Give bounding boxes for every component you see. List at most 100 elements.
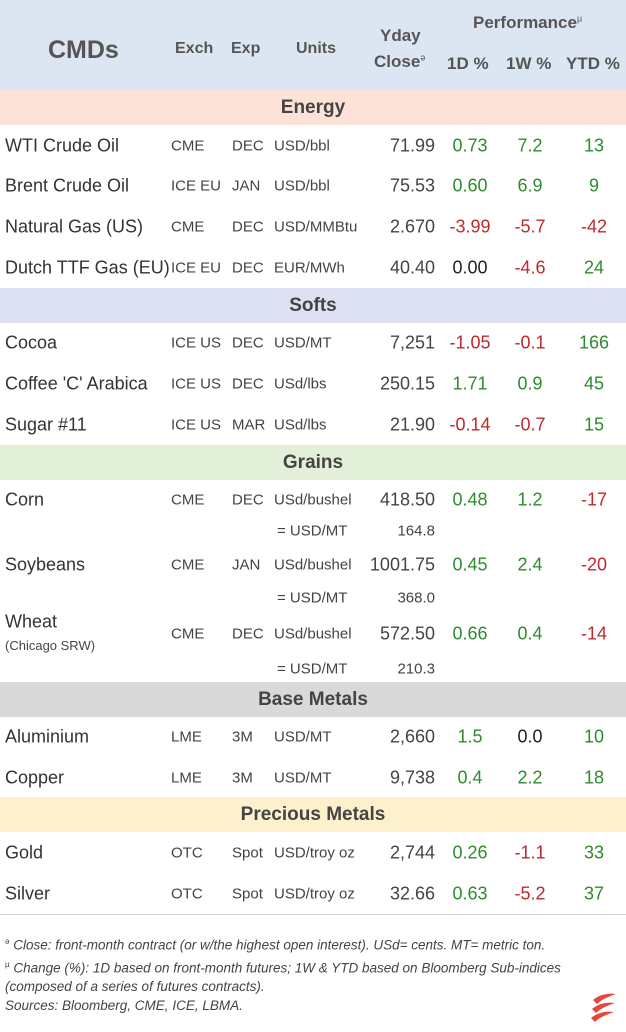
exchange-cell: ICE EU — [171, 259, 222, 276]
change-ytd-cell: -17 — [580, 489, 607, 510]
yday-close-cell: 418.50 — [379, 489, 435, 510]
close-footnote: ə Close: front-month contract (or w/the … — [5, 932, 617, 955]
units-cell: USD/MMBtu — [274, 218, 358, 235]
change-1d-cell: 0.60 — [452, 175, 488, 195]
change-note-text: Change (%): 1D based on front-month futu… — [5, 960, 561, 994]
performance-label: Performance — [473, 13, 577, 32]
exchange-cell: OTC — [171, 885, 203, 902]
converted-units: = USD/MT — [277, 660, 348, 678]
change-1d-cell: 0.00 — [452, 257, 488, 277]
table-row: Brent Crude Oil ICE EU JAN USD/bbl 75.53 0.60… — [0, 165, 626, 206]
units-cell: USD/troy oz — [274, 844, 355, 861]
table-row: Copper LME 3M USD/MT 9,738 0.4 2.2 18 — [0, 757, 626, 798]
units-cell: USd/bushel — [274, 625, 352, 643]
exchange-cell: CME — [171, 556, 205, 574]
table-row: Gold OTC Spot USD/troy oz 2,744 0.26 -1.1 33 — [0, 832, 626, 873]
change-1w-cell: -1.1 — [514, 842, 546, 862]
section-energy: Energy — [0, 90, 626, 125]
commodity-name: Soybeans — [5, 554, 86, 575]
table-row: Sugar #11 ICE US MAR USd/lbs 21.90 -0.14 -0.7 1… — [0, 404, 626, 445]
exchange-cell: LME — [171, 728, 202, 745]
yday-close-cell: 9,738 — [389, 767, 435, 787]
column-header-exp: Exp — [231, 40, 261, 57]
change-note-mark: µ — [5, 959, 10, 969]
yday-close-cell: 2,744 — [389, 842, 435, 862]
table-row: Soybeans CME JAN USd/bushel 1001.75 0.45 2.4 -2… — [0, 545, 626, 585]
converted-units: = USD/MT — [277, 522, 348, 540]
expiry-cell: DEC — [232, 625, 264, 643]
exchange-cell: CME — [171, 625, 205, 643]
expiry-cell: 3M — [232, 728, 253, 745]
commodity-name: Sugar #11 — [5, 414, 87, 434]
units-cell: USd/lbs — [274, 375, 327, 392]
units-cell: USD/bbl — [274, 137, 330, 154]
yday-close-cell: 2.670 — [389, 216, 435, 236]
close-footnote-mark: ə — [420, 52, 426, 63]
expiry-cell: DEC — [232, 375, 264, 392]
commodity-name: Copper — [5, 767, 65, 787]
table-row: Silver OTC Spot USD/troy oz 32.66 0.63 -5.2 37 — [0, 873, 626, 914]
column-header-exch: Exch — [175, 40, 214, 57]
change-ytd-cell: 9 — [588, 175, 599, 195]
expiry-cell: DEC — [232, 334, 264, 351]
yday-close-cell: 572.50 — [379, 623, 435, 644]
change-1d-cell: -1.05 — [449, 332, 491, 352]
units-cell: USD/troy oz — [274, 885, 355, 902]
change-1w-cell: 2.4 — [517, 554, 543, 575]
units-cell: EUR/MWh — [274, 259, 345, 276]
column-header-units: Units — [296, 40, 336, 57]
exchange-cell: ICE US — [171, 334, 222, 351]
commodity-name: Corn — [5, 489, 45, 510]
change-1d-cell: 0.4 — [457, 767, 483, 787]
change-1w-cell: 0.0 — [517, 726, 543, 746]
change-1d-cell: -0.14 — [449, 414, 491, 434]
column-header-yday: Yday — [380, 26, 421, 45]
change-1w-cell: -5.2 — [514, 883, 546, 903]
change-1d-cell: 0.73 — [452, 135, 488, 155]
column-header-1w: 1W % — [506, 54, 552, 73]
table-row: WTI Crude Oil CME DEC USD/bbl 71.99 0.73 7.2 13 — [0, 125, 626, 166]
section-base-metals: Base Metals — [0, 682, 626, 717]
change-1w-cell: 1.2 — [517, 489, 543, 510]
expiry-cell: JAN — [232, 177, 261, 194]
exchange-cell: CME — [171, 491, 205, 509]
column-header-1d: 1D % — [447, 54, 489, 73]
commodity-name: Natural Gas (US) — [5, 216, 144, 236]
yday-close-cell: 32.66 — [389, 883, 435, 903]
change-1w-cell: 2.2 — [517, 767, 543, 787]
table-row: Coffee 'C' Arabica ICE US DEC USd/lbs 250.15… — [0, 363, 626, 404]
yday-close-cell: 1001.75 — [369, 554, 435, 575]
section-precious-metals: Precious Metals — [0, 797, 626, 832]
expiry-cell: Spot — [232, 885, 263, 902]
commodity-name: WTI Crude Oil — [5, 135, 120, 155]
expiry-cell: DEC — [232, 259, 264, 276]
yday-close-cell: 71.99 — [389, 135, 435, 155]
exchange-cell: CME — [171, 137, 205, 154]
close-label: Close — [374, 52, 421, 71]
change-footnote: µ Change (%): 1D based on front-month fu… — [5, 955, 617, 997]
units-cell: USD/MT — [274, 769, 332, 786]
change-1d-cell: 0.63 — [452, 883, 488, 903]
conversion-row: = USD/MT 210.3 — [0, 655, 626, 683]
conversion-row: = USD/MT 368.0 — [0, 584, 626, 612]
exchange-cell: ICE EU — [171, 177, 222, 194]
footnotes: ə Close: front-month contract (or w/the … — [5, 932, 617, 1015]
change-ytd-cell: 37 — [583, 883, 605, 903]
change-1d-cell: 1.5 — [457, 726, 483, 746]
commodity-name: Cocoa — [5, 332, 58, 352]
units-cell: USd/bushel — [274, 491, 352, 509]
units-cell: USd/bushel — [274, 556, 352, 574]
yday-close-cell: 21.90 — [389, 414, 435, 434]
table-row: Dutch TTF Gas (EU) ICE EU DEC EUR/MWh 40.40 0… — [0, 247, 626, 288]
change-ytd-cell: 33 — [583, 842, 605, 862]
units-cell: USD/MT — [274, 334, 332, 351]
sources-footnote: Sources: Bloomberg, CME, ICE, LBMA. — [5, 998, 243, 1013]
yday-close-cell: 2,660 — [389, 726, 435, 746]
table-row: Wheat CME DEC USd/bushel 572.50 0.66 0.4 -14 (Ch… — [0, 610, 626, 658]
commodity-name: Coffee 'C' Arabica — [5, 373, 148, 393]
change-1w-cell: -4.6 — [514, 257, 546, 277]
change-1d-cell: 0.66 — [452, 623, 488, 644]
commodity-name: Gold — [5, 842, 44, 862]
units-cell: USd/lbs — [274, 416, 327, 433]
change-1d-cell: 0.48 — [452, 489, 488, 510]
